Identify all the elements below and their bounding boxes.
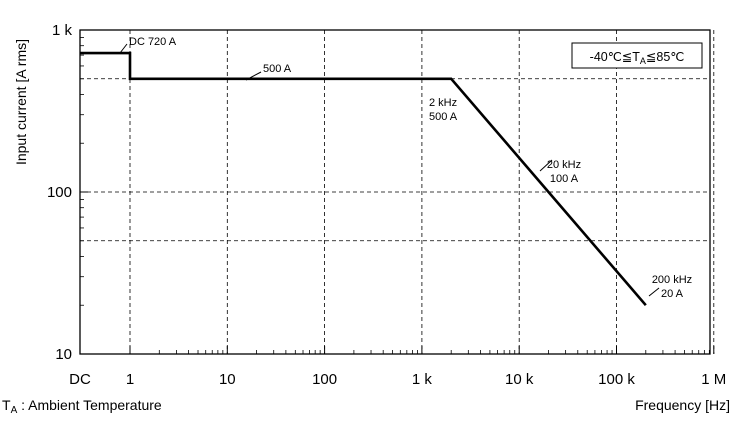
x-axis-label: Frequency [Hz] [635, 397, 730, 413]
x-tick-label: 10 k [505, 371, 534, 388]
x-tick-label: 10 [219, 371, 236, 388]
x-tick-label: 1 k [412, 371, 433, 388]
annotation-leader [119, 43, 128, 54]
x-tick-label: 1 [126, 371, 134, 388]
annotation-200khz-20a: 200 kHz 20 A [652, 274, 692, 300]
temperature-condition-label: -40℃≦TA≦85℃ [590, 50, 685, 66]
annotation-200khz-20a-line: 200 kHz [652, 274, 692, 286]
y-tick-label: 100 [47, 184, 72, 201]
temperature-condition-prefix: -40℃≦T [590, 50, 641, 64]
footnote-symbol: T [2, 397, 11, 413]
x-tick-label: DC [69, 371, 91, 388]
derating-curve [80, 51, 647, 307]
temperature-condition-box [571, 42, 703, 69]
y-tick-label: 1 k [52, 22, 73, 39]
annotation-leader [539, 159, 553, 172]
annotation-20khz-100a: 20 kHz 100 A [547, 159, 581, 185]
x-tick-label: 100 [312, 371, 337, 388]
ambient-temperature-footnote: TA : Ambient Temperature [2, 397, 162, 416]
annotation-20khz-100a-line: 20 kHz [547, 159, 581, 171]
annotation-200khz-20a-line: 20 A [661, 288, 684, 300]
annotation-20khz-100a-line: 100 A [550, 173, 579, 185]
annotation-leader [245, 71, 262, 81]
footnote-text: : Ambient Temperature [17, 397, 162, 413]
annotation-leader [648, 287, 660, 297]
annotation-2khz-500a: 2 kHz 500 A [429, 97, 458, 123]
annotation-2khz-500a-line: 2 kHz [429, 97, 457, 109]
annotation-dc-720a: DC 720 A [129, 36, 177, 48]
annotation-500a: 500 A [263, 63, 292, 75]
y-tick-label: 10 [55, 346, 72, 363]
x-tick-label: 100 k [598, 371, 635, 388]
temperature-condition-suffix: ≦85℃ [646, 50, 684, 64]
x-tick-label: 1 M [701, 371, 726, 388]
annotation-2khz-500a-line: 500 A [429, 111, 458, 123]
temperature-condition-subscript: A [640, 56, 646, 66]
footnote-subscript: A [11, 405, 18, 416]
y-axis-label: Input current [A rms] [13, 39, 29, 165]
